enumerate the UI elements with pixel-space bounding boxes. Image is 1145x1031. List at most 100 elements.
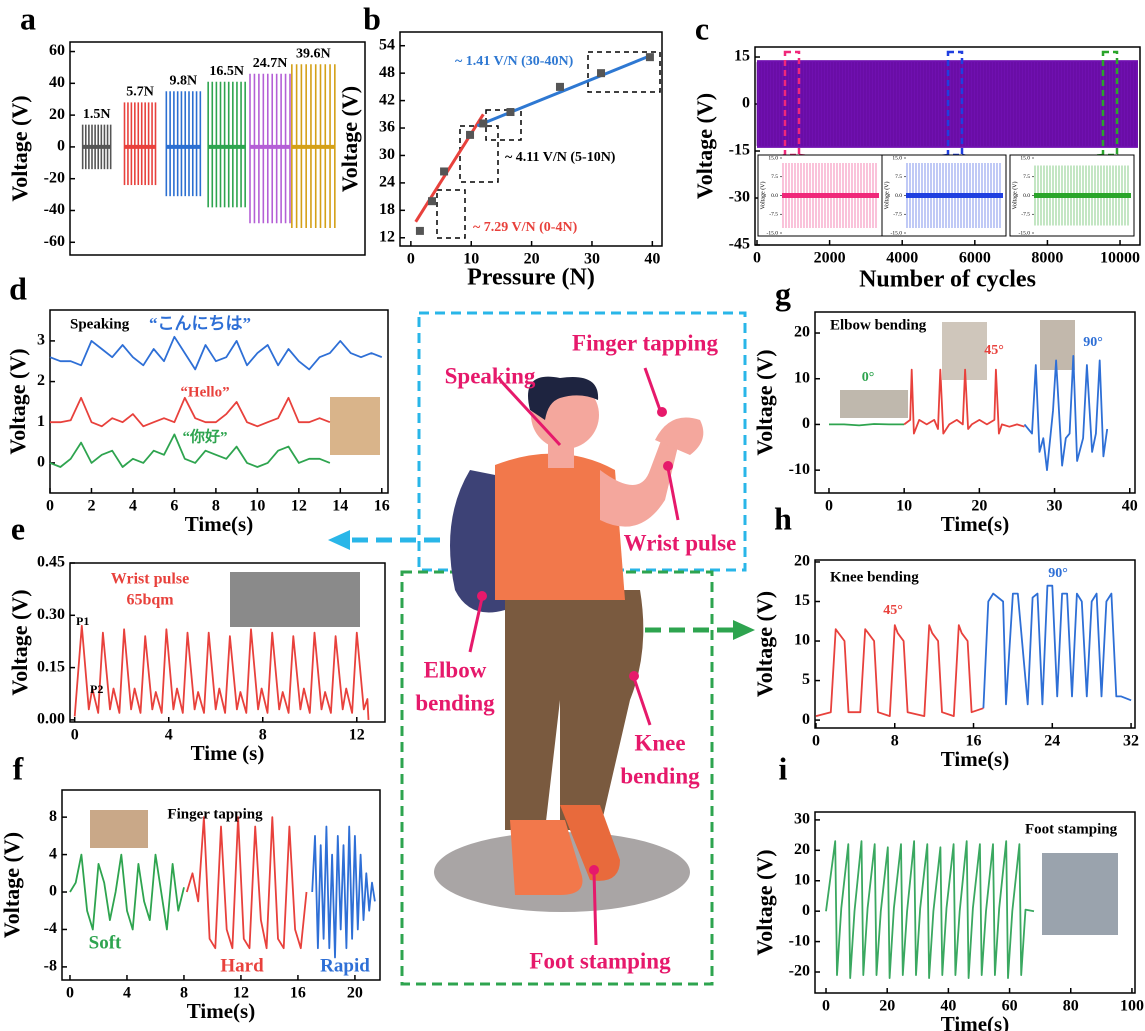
x-tick-label: 8 bbox=[891, 733, 899, 750]
inset-axis-label: Voltage (V) bbox=[1011, 181, 1018, 209]
series-line bbox=[50, 398, 330, 427]
annotation: Foot stamping bbox=[1025, 821, 1118, 837]
pointer-dot bbox=[657, 407, 667, 417]
pointer-dot bbox=[663, 461, 673, 471]
y-tick-label: 0 bbox=[802, 902, 810, 919]
y-tick-label: 12 bbox=[379, 228, 395, 245]
annotation: Wrist pulse bbox=[111, 571, 189, 588]
point bbox=[597, 69, 605, 77]
y-tick-label: 24 bbox=[379, 174, 395, 191]
x-tick-label: 8000 bbox=[1031, 250, 1063, 267]
x-tick-label: 20 bbox=[879, 998, 895, 1015]
x-tick-label: 4 bbox=[123, 985, 131, 1002]
series-name: “你好” bbox=[182, 427, 227, 445]
pointer bbox=[668, 468, 678, 520]
category-label: 39.6N bbox=[296, 46, 331, 61]
y-tick-label: -8 bbox=[44, 958, 57, 975]
series-line bbox=[312, 827, 375, 958]
photo bbox=[840, 390, 908, 418]
x-tick-label: 2000 bbox=[814, 250, 846, 267]
point bbox=[556, 83, 564, 91]
x-axis-label: Time (s) bbox=[191, 741, 265, 765]
label: Foot stamping bbox=[529, 948, 671, 973]
y-tick-label: 20 bbox=[794, 553, 810, 570]
panel-letter: b bbox=[363, 0, 381, 36]
series-name: 45° bbox=[984, 343, 1004, 358]
y-tick-label: 20 bbox=[794, 324, 810, 341]
inset-tick-label: 7.5 bbox=[895, 174, 902, 180]
x-tick-label: 10 bbox=[896, 498, 912, 515]
panel-letter: h bbox=[774, 500, 792, 536]
annotation: Finger tapping bbox=[167, 806, 263, 822]
y-tick-label: 15 bbox=[794, 592, 810, 609]
photo bbox=[230, 572, 360, 627]
pants bbox=[505, 590, 643, 830]
panel-letter: d bbox=[9, 270, 27, 306]
y-tick-label: 40 bbox=[49, 74, 65, 91]
panel-letter: g bbox=[775, 275, 791, 311]
series-line bbox=[983, 586, 1131, 709]
y-tick-label: 20 bbox=[49, 106, 65, 123]
x-tick-label: 32 bbox=[1123, 733, 1139, 750]
x-tick-label: 0 bbox=[822, 998, 830, 1015]
y-tick-label: -30 bbox=[729, 189, 750, 206]
highlight-box bbox=[437, 190, 465, 238]
x-tick-label: 40 bbox=[644, 251, 660, 268]
y-tick-label: 3 bbox=[37, 332, 45, 349]
inset-tick-label: -7.5 bbox=[1021, 212, 1030, 218]
y-tick-label: 0 bbox=[57, 138, 65, 155]
panel: a-60-40-200204060Voltage (V)1.5N5.7N9.8N… bbox=[7, 0, 365, 255]
x-tick-label: 40 bbox=[1122, 498, 1138, 515]
x-tick-label: 0 bbox=[46, 498, 54, 515]
series-line bbox=[1025, 356, 1108, 470]
y-axis-label: Voltage (V) bbox=[752, 849, 777, 955]
y-tick-label: 30 bbox=[379, 146, 395, 163]
y-tick-label: 0.00 bbox=[37, 711, 65, 728]
label: Wrist pulse bbox=[624, 530, 737, 555]
y-tick-label: 20 bbox=[794, 841, 810, 858]
inset-tick-label: 15.0 bbox=[892, 155, 902, 161]
y-tick-label: 54 bbox=[379, 36, 395, 53]
x-tick-label: 80 bbox=[1063, 998, 1079, 1015]
x-tick-label: 2 bbox=[87, 498, 95, 515]
annotation: Elbow bending bbox=[830, 317, 927, 333]
inset-tick-label: 15.0 bbox=[768, 155, 778, 161]
pointer-dot bbox=[589, 865, 599, 875]
y-tick-label: -20 bbox=[44, 169, 65, 186]
x-axis-label: Pressure (N) bbox=[467, 265, 595, 291]
x-axis-label: Number of cycles bbox=[859, 267, 1036, 293]
y-axis-label: Voltage (V) bbox=[0, 832, 24, 938]
pointer-dot bbox=[629, 671, 639, 681]
photo bbox=[330, 397, 380, 455]
x-tick-label: 4 bbox=[129, 498, 137, 515]
y-tick-label: 1 bbox=[37, 413, 45, 430]
y-tick-label: -45 bbox=[729, 236, 750, 253]
x-tick-label: 4 bbox=[165, 727, 173, 744]
annotation: 65bqm bbox=[126, 592, 174, 609]
y-tick-label: 0.30 bbox=[37, 606, 65, 623]
series-name: 90° bbox=[1048, 566, 1068, 581]
inset-tick-label: 0.0 bbox=[895, 193, 902, 199]
x-tick-label: 6000 bbox=[959, 250, 991, 267]
panel-letter: f bbox=[13, 750, 24, 786]
inset-tick-label: -7.5 bbox=[769, 212, 778, 218]
point bbox=[440, 167, 448, 175]
x-tick-label: 0 bbox=[66, 985, 74, 1002]
y-tick-label: 0.45 bbox=[37, 554, 65, 571]
y-tick-label: -60 bbox=[44, 233, 65, 250]
label: Knee bbox=[634, 730, 685, 755]
highlight-box bbox=[460, 126, 498, 182]
series-name: “Hello” bbox=[180, 384, 229, 400]
panel-letter: e bbox=[11, 510, 25, 546]
panel-letter: i bbox=[779, 750, 788, 786]
x-tick-label: 100 bbox=[1120, 998, 1144, 1015]
y-tick-label: 0 bbox=[742, 95, 750, 112]
x-tick-label: 4000 bbox=[886, 250, 918, 267]
series-line bbox=[904, 370, 1024, 434]
x-tick-label: 0 bbox=[71, 727, 79, 744]
y-tick-label: 42 bbox=[379, 91, 395, 108]
y-axis-label: Voltage (V) bbox=[692, 93, 717, 199]
annotation: P2 bbox=[90, 682, 103, 696]
series-name: Soft bbox=[89, 932, 122, 953]
